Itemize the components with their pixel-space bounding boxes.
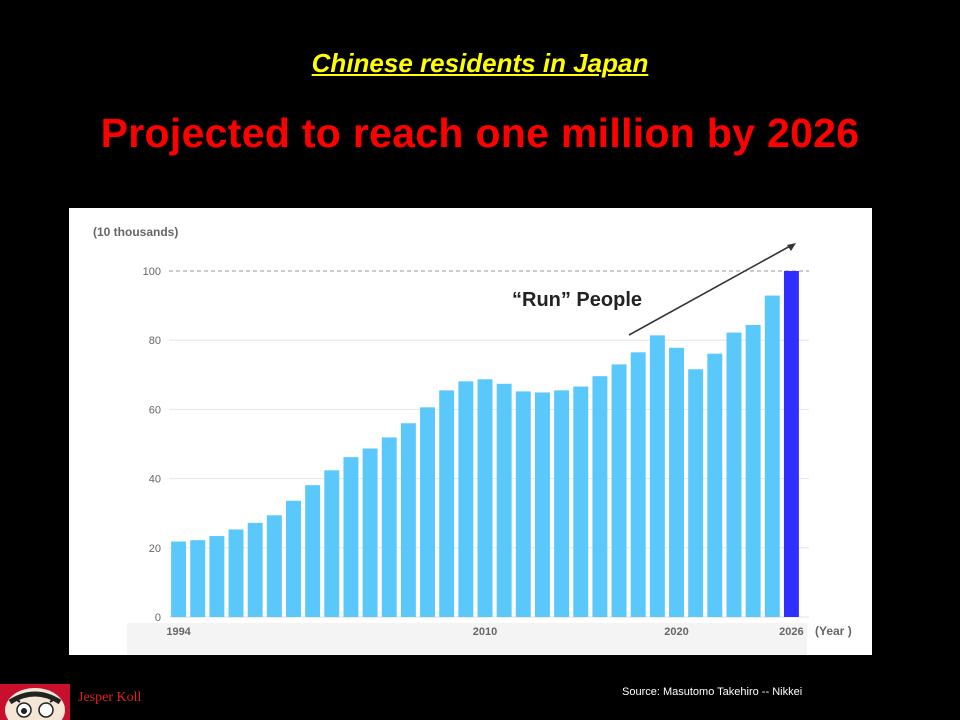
x-tick-label: 2026 [779, 626, 803, 638]
bar [534, 392, 550, 617]
run-people-annotation: “Run” People [512, 289, 642, 311]
y-axis-label: (10 thousands) [93, 225, 178, 239]
bar [266, 515, 282, 617]
bar [496, 383, 512, 617]
bar [400, 423, 416, 617]
y-tick-label: 60 [149, 404, 161, 416]
bar [477, 379, 493, 617]
bar [228, 529, 244, 617]
x-tick-label: 2010 [473, 626, 497, 638]
bar [515, 391, 531, 617]
trend-arrow-head [787, 243, 796, 251]
trend-arrow [628, 244, 793, 336]
bar [286, 500, 301, 617]
bar [420, 407, 436, 617]
bar [669, 347, 684, 617]
bar [458, 381, 474, 617]
bar [190, 540, 206, 617]
bar [324, 470, 340, 617]
bar [554, 390, 570, 617]
bar [688, 369, 704, 617]
bar [707, 353, 723, 617]
bar [745, 324, 761, 617]
bar [209, 536, 225, 617]
y-tick-label: 20 [149, 543, 161, 555]
x-tick-label: 2020 [664, 626, 688, 638]
x-axis-band [127, 623, 807, 655]
projected-bar [783, 271, 799, 617]
bar [247, 522, 263, 617]
daruma-logo [0, 684, 70, 720]
bar [592, 376, 608, 617]
bar [649, 335, 665, 617]
source-credit: Source: Masutomo Takehiro -- Nikkei [622, 686, 803, 698]
bar [305, 485, 321, 617]
slide-headline: Projected to reach one million by 2026 [100, 110, 860, 156]
y-tick-label: 100 [143, 266, 161, 278]
bar [362, 448, 378, 617]
bar [573, 386, 589, 617]
bar-chart: 0 20 40 60 80 100 1994 2010 2020 2026 (10 thousand… [93, 225, 852, 655]
bar [439, 390, 455, 617]
bar [171, 541, 187, 617]
bar [343, 457, 359, 617]
x-tick-label: 1994 [166, 626, 191, 638]
chart-panel: 0 20 40 60 80 100 1994 2010 2020 2026 (10 thousand… [69, 208, 872, 655]
y-tick-label: 0 [155, 612, 161, 624]
bar [764, 295, 780, 617]
slide-title: Chinese residents in Japan [311, 48, 649, 78]
bar [381, 437, 397, 617]
x-axis-label: (Year ) [815, 624, 852, 638]
bar [726, 332, 742, 617]
bar [630, 352, 646, 617]
author-name: Jesper Koll [78, 690, 142, 705]
bar [611, 364, 627, 617]
y-tick-label: 80 [149, 335, 161, 347]
y-tick-label: 40 [149, 474, 161, 486]
